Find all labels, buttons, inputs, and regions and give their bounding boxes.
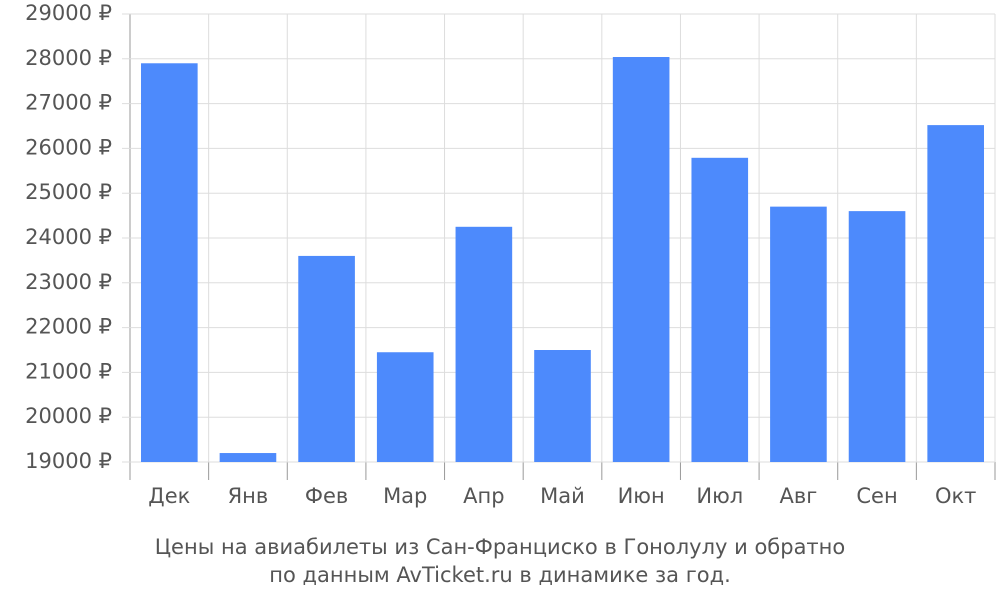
y-tick-label: 29000 ₽ <box>25 1 112 25</box>
bar <box>376 352 434 462</box>
y-tick-label: 27000 ₽ <box>25 91 112 115</box>
caption: по данным AvTicket.ru в динамике за год. <box>269 563 731 587</box>
bar <box>219 453 277 462</box>
y-tick-label: 20000 ₽ <box>25 404 112 428</box>
x-tick-label: Мар <box>383 484 427 508</box>
x-tick-label: Авг <box>780 484 818 508</box>
y-tick-label: 23000 ₽ <box>25 270 112 294</box>
x-tick-label: Май <box>540 484 585 508</box>
x-tick-label: Апр <box>463 484 504 508</box>
y-tick-label: 24000 ₽ <box>25 225 112 249</box>
x-tick-label: Окт <box>935 484 976 508</box>
bar <box>455 226 513 462</box>
bar <box>141 63 198 462</box>
bar <box>534 350 591 462</box>
x-tick-label: Сен <box>856 484 897 508</box>
x-tick-label: Июн <box>618 484 665 508</box>
y-tick-label: 26000 ₽ <box>25 135 112 159</box>
bar <box>298 255 355 462</box>
x-tick-label: Июл <box>696 484 743 508</box>
caption: Цены на авиабилеты из Сан-Франциско в Го… <box>155 535 846 559</box>
bar <box>848 211 906 462</box>
x-tick-label: Дек <box>148 484 190 508</box>
bar <box>612 57 670 463</box>
x-tick-label: Фев <box>305 484 348 508</box>
y-tick-label: 21000 ₽ <box>25 359 112 383</box>
y-tick-label: 22000 ₽ <box>25 315 112 339</box>
y-tick-label: 19000 ₽ <box>25 449 112 473</box>
bar <box>927 125 984 462</box>
bar <box>691 157 749 463</box>
x-tick-label: Янв <box>228 484 269 508</box>
y-tick-label: 28000 ₽ <box>25 46 112 70</box>
y-tick-label: 25000 ₽ <box>25 180 112 204</box>
bar <box>770 206 827 462</box>
